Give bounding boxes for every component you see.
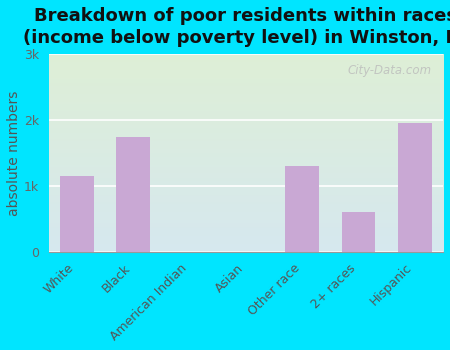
Bar — [285, 166, 319, 252]
Bar — [116, 136, 150, 252]
Bar — [398, 124, 432, 252]
Title: Breakdown of poor residents within races
(income below poverty level) in Winston: Breakdown of poor residents within races… — [23, 7, 450, 47]
Y-axis label: absolute numbers: absolute numbers — [7, 90, 21, 216]
Bar — [60, 176, 94, 252]
Bar — [342, 212, 375, 252]
Text: City-Data.com: City-Data.com — [347, 64, 431, 77]
